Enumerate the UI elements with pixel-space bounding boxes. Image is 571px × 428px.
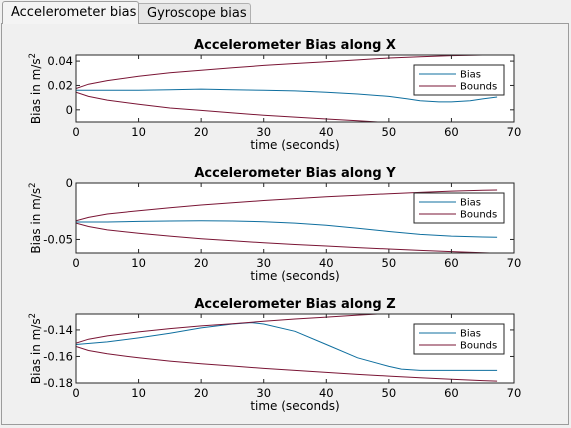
chart-title: Accelerometer Bias along Z bbox=[194, 297, 395, 312]
series-group bbox=[76, 189, 498, 253]
series-group bbox=[76, 55, 498, 122]
axes-box bbox=[75, 313, 515, 384]
legend-box bbox=[413, 64, 505, 96]
y-tick-label: 0.04 bbox=[47, 54, 73, 68]
chart-3: 0 10 20 30 40 50 60 70 -0.14 -0.16 -0.18 Accelerome… bbox=[28, 297, 521, 413]
x-tick-label: 70 bbox=[507, 386, 522, 400]
x-tick-label: 0 bbox=[72, 256, 79, 270]
axes-box bbox=[75, 182, 515, 254]
axes-box bbox=[75, 54, 515, 123]
legend-label: Bounds bbox=[460, 82, 497, 93]
x-tick-label: 50 bbox=[382, 125, 397, 139]
x-tick-label: 50 bbox=[382, 256, 397, 270]
y-tick-label: 0 bbox=[66, 103, 73, 117]
y-axis-label: Bias in m/s2 bbox=[28, 53, 43, 124]
chart-title: Accelerometer Bias along X bbox=[194, 38, 396, 53]
legend-box bbox=[413, 192, 505, 224]
series-line-bounds-2 bbox=[76, 346, 498, 382]
y-tick-label: -0.14 bbox=[43, 323, 73, 337]
x-tick-label: 0 bbox=[72, 125, 79, 139]
tab-accelerometer-bias[interactable]: Accelerometer bias bbox=[2, 1, 139, 24]
series-line-bounds-1 bbox=[76, 189, 498, 222]
x-tick-label: 70 bbox=[507, 125, 522, 139]
x-tick-label: 50 bbox=[382, 386, 397, 400]
x-tick-label: 20 bbox=[194, 256, 209, 270]
series-line-bounds-2 bbox=[76, 91, 388, 122]
x-tick-label: 30 bbox=[256, 386, 271, 400]
x-tick-label: 40 bbox=[319, 256, 334, 270]
x-axis-label: time (seconds) bbox=[250, 399, 339, 413]
x-tick-label: 10 bbox=[131, 386, 146, 400]
legend-label: Bias bbox=[460, 70, 481, 81]
series-line-bounds-1 bbox=[76, 314, 386, 344]
y-tick-label: 0 bbox=[66, 176, 73, 190]
x-axis-label: time (seconds) bbox=[250, 138, 339, 152]
x-tick-label: 0 bbox=[72, 386, 79, 400]
legend-label: Bias bbox=[460, 198, 481, 209]
chart-title: Accelerometer Bias along Y bbox=[194, 166, 396, 181]
y-tick-label: -0.05 bbox=[43, 232, 73, 246]
y-tick-label: 0.02 bbox=[47, 78, 73, 92]
x-tick-label: 10 bbox=[131, 256, 146, 270]
y-axis-label: Bias in m/s2 bbox=[28, 313, 43, 384]
series-line-bounds-2 bbox=[76, 222, 498, 253]
series-line-bias bbox=[76, 220, 498, 238]
chart-1: 0 10 20 30 40 50 60 70 0 0.02 0.04 Accelerometer Bi… bbox=[28, 38, 521, 152]
tab-bar: Accelerometer bias Gyroscope bias bbox=[0, 0, 571, 24]
chart-2: 0 10 20 30 40 50 60 70 0 -0.05 Accelerometer Bias … bbox=[28, 166, 521, 283]
series-group bbox=[76, 314, 498, 382]
legend-label: Bias bbox=[460, 329, 481, 340]
y-tick-label: -0.18 bbox=[43, 376, 73, 390]
y-tick-label: -0.16 bbox=[43, 349, 73, 363]
x-tick-label: 10 bbox=[131, 125, 146, 139]
series-line-bias bbox=[76, 322, 498, 371]
legend-label: Bounds bbox=[460, 341, 497, 352]
series-line-bias bbox=[76, 88, 498, 103]
x-tick-label: 60 bbox=[444, 256, 459, 270]
x-tick-label: 40 bbox=[319, 125, 334, 139]
x-tick-label: 20 bbox=[194, 386, 209, 400]
series-line-bounds-1 bbox=[76, 55, 498, 89]
x-axis-label: time (seconds) bbox=[250, 269, 339, 283]
x-tick-label: 70 bbox=[507, 256, 522, 270]
x-tick-label: 60 bbox=[444, 125, 459, 139]
x-tick-label: 20 bbox=[194, 125, 209, 139]
x-tick-label: 30 bbox=[256, 125, 271, 139]
x-tick-label: 40 bbox=[319, 386, 334, 400]
y-axis-label: Bias in m/s2 bbox=[28, 182, 43, 253]
tab-gyroscope-bias[interactable]: Gyroscope bias bbox=[139, 3, 251, 23]
x-tick-label: 60 bbox=[444, 386, 459, 400]
legend-label: Bounds bbox=[460, 210, 497, 221]
x-tick-label: 30 bbox=[256, 256, 271, 270]
legend-box bbox=[413, 323, 505, 355]
